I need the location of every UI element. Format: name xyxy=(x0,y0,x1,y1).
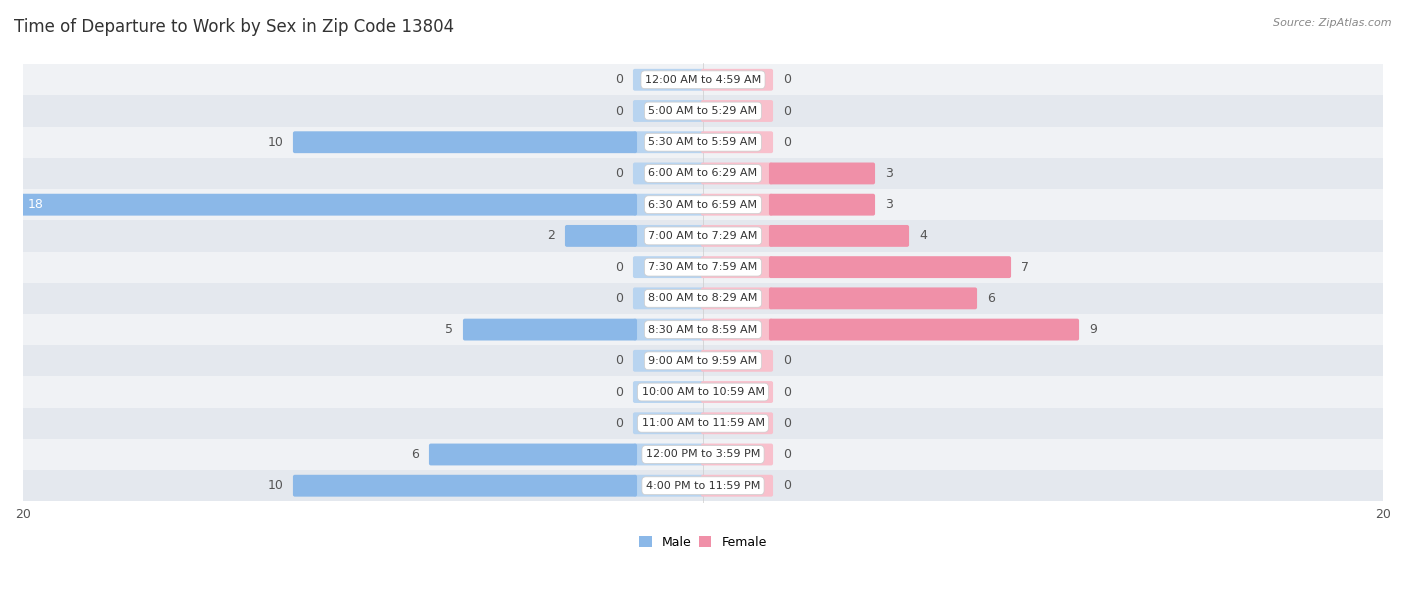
FancyBboxPatch shape xyxy=(292,131,637,153)
Bar xyxy=(22,64,1384,95)
FancyBboxPatch shape xyxy=(702,131,773,153)
Bar xyxy=(22,377,1384,408)
Text: 11:00 AM to 11:59 AM: 11:00 AM to 11:59 AM xyxy=(641,418,765,428)
Text: 8:00 AM to 8:29 AM: 8:00 AM to 8:29 AM xyxy=(648,293,758,303)
FancyBboxPatch shape xyxy=(21,194,637,215)
Text: 12:00 AM to 4:59 AM: 12:00 AM to 4:59 AM xyxy=(645,75,761,84)
Text: 0: 0 xyxy=(614,386,623,399)
FancyBboxPatch shape xyxy=(633,475,704,497)
FancyBboxPatch shape xyxy=(702,412,773,434)
Text: 0: 0 xyxy=(614,354,623,367)
Text: Time of Departure to Work by Sex in Zip Code 13804: Time of Departure to Work by Sex in Zip … xyxy=(14,18,454,36)
Text: 6:30 AM to 6:59 AM: 6:30 AM to 6:59 AM xyxy=(648,200,758,209)
Text: 7:30 AM to 7:59 AM: 7:30 AM to 7:59 AM xyxy=(648,262,758,272)
Text: 10: 10 xyxy=(267,479,283,492)
FancyBboxPatch shape xyxy=(769,319,1078,340)
Text: 0: 0 xyxy=(783,448,792,461)
FancyBboxPatch shape xyxy=(463,319,637,340)
Bar xyxy=(22,345,1384,377)
FancyBboxPatch shape xyxy=(633,256,704,278)
FancyBboxPatch shape xyxy=(702,287,773,309)
FancyBboxPatch shape xyxy=(702,162,773,184)
FancyBboxPatch shape xyxy=(633,225,704,247)
FancyBboxPatch shape xyxy=(769,194,875,215)
Text: 5:30 AM to 5:59 AM: 5:30 AM to 5:59 AM xyxy=(648,137,758,147)
Legend: Male, Female: Male, Female xyxy=(634,531,772,554)
Text: 6: 6 xyxy=(411,448,419,461)
FancyBboxPatch shape xyxy=(633,162,704,184)
Text: 0: 0 xyxy=(783,105,792,117)
FancyBboxPatch shape xyxy=(702,194,773,215)
Text: 10:00 AM to 10:59 AM: 10:00 AM to 10:59 AM xyxy=(641,387,765,397)
Text: 0: 0 xyxy=(614,292,623,305)
Text: 9:00 AM to 9:59 AM: 9:00 AM to 9:59 AM xyxy=(648,356,758,366)
FancyBboxPatch shape xyxy=(769,256,1011,278)
FancyBboxPatch shape xyxy=(702,443,773,465)
FancyBboxPatch shape xyxy=(702,69,773,90)
Text: 4:00 PM to 11:59 PM: 4:00 PM to 11:59 PM xyxy=(645,481,761,491)
FancyBboxPatch shape xyxy=(633,287,704,309)
Text: 0: 0 xyxy=(614,416,623,430)
Text: 5: 5 xyxy=(446,323,453,336)
FancyBboxPatch shape xyxy=(633,443,704,465)
Text: Source: ZipAtlas.com: Source: ZipAtlas.com xyxy=(1274,18,1392,28)
FancyBboxPatch shape xyxy=(633,350,704,372)
Text: 3: 3 xyxy=(884,198,893,211)
Text: 0: 0 xyxy=(614,167,623,180)
Bar xyxy=(22,252,1384,283)
Bar xyxy=(22,158,1384,189)
Bar xyxy=(22,127,1384,158)
Text: 6:00 AM to 6:29 AM: 6:00 AM to 6:29 AM xyxy=(648,168,758,178)
Bar xyxy=(22,439,1384,470)
Text: 4: 4 xyxy=(920,230,927,242)
Text: 0: 0 xyxy=(783,479,792,492)
Text: 9: 9 xyxy=(1088,323,1097,336)
Bar xyxy=(22,189,1384,220)
Text: 0: 0 xyxy=(783,136,792,149)
FancyBboxPatch shape xyxy=(702,381,773,403)
FancyBboxPatch shape xyxy=(633,131,704,153)
Bar xyxy=(22,408,1384,439)
Text: 7: 7 xyxy=(1021,261,1029,274)
FancyBboxPatch shape xyxy=(633,194,704,215)
FancyBboxPatch shape xyxy=(633,100,704,122)
Text: 18: 18 xyxy=(28,198,44,211)
Bar xyxy=(22,283,1384,314)
FancyBboxPatch shape xyxy=(702,225,773,247)
Bar xyxy=(22,314,1384,345)
Bar xyxy=(22,95,1384,127)
Text: 0: 0 xyxy=(783,416,792,430)
FancyBboxPatch shape xyxy=(565,225,637,247)
Text: 12:00 PM to 3:59 PM: 12:00 PM to 3:59 PM xyxy=(645,449,761,459)
Text: 10: 10 xyxy=(267,136,283,149)
FancyBboxPatch shape xyxy=(769,162,875,184)
Text: 6: 6 xyxy=(987,292,995,305)
FancyBboxPatch shape xyxy=(292,475,637,497)
Text: 2: 2 xyxy=(547,230,555,242)
FancyBboxPatch shape xyxy=(702,350,773,372)
FancyBboxPatch shape xyxy=(702,475,773,497)
FancyBboxPatch shape xyxy=(633,69,704,90)
Bar xyxy=(22,220,1384,252)
Text: 0: 0 xyxy=(614,73,623,86)
Bar xyxy=(22,470,1384,502)
FancyBboxPatch shape xyxy=(702,100,773,122)
FancyBboxPatch shape xyxy=(769,287,977,309)
Text: 0: 0 xyxy=(614,105,623,117)
Text: 0: 0 xyxy=(783,73,792,86)
Text: 3: 3 xyxy=(884,167,893,180)
FancyBboxPatch shape xyxy=(633,412,704,434)
Text: 0: 0 xyxy=(783,386,792,399)
FancyBboxPatch shape xyxy=(429,443,637,465)
Text: 8:30 AM to 8:59 AM: 8:30 AM to 8:59 AM xyxy=(648,325,758,334)
FancyBboxPatch shape xyxy=(769,225,910,247)
Text: 0: 0 xyxy=(614,261,623,274)
Text: 5:00 AM to 5:29 AM: 5:00 AM to 5:29 AM xyxy=(648,106,758,116)
FancyBboxPatch shape xyxy=(633,319,704,340)
Text: 7:00 AM to 7:29 AM: 7:00 AM to 7:29 AM xyxy=(648,231,758,241)
Text: 0: 0 xyxy=(783,354,792,367)
FancyBboxPatch shape xyxy=(702,319,773,340)
FancyBboxPatch shape xyxy=(702,256,773,278)
FancyBboxPatch shape xyxy=(633,381,704,403)
